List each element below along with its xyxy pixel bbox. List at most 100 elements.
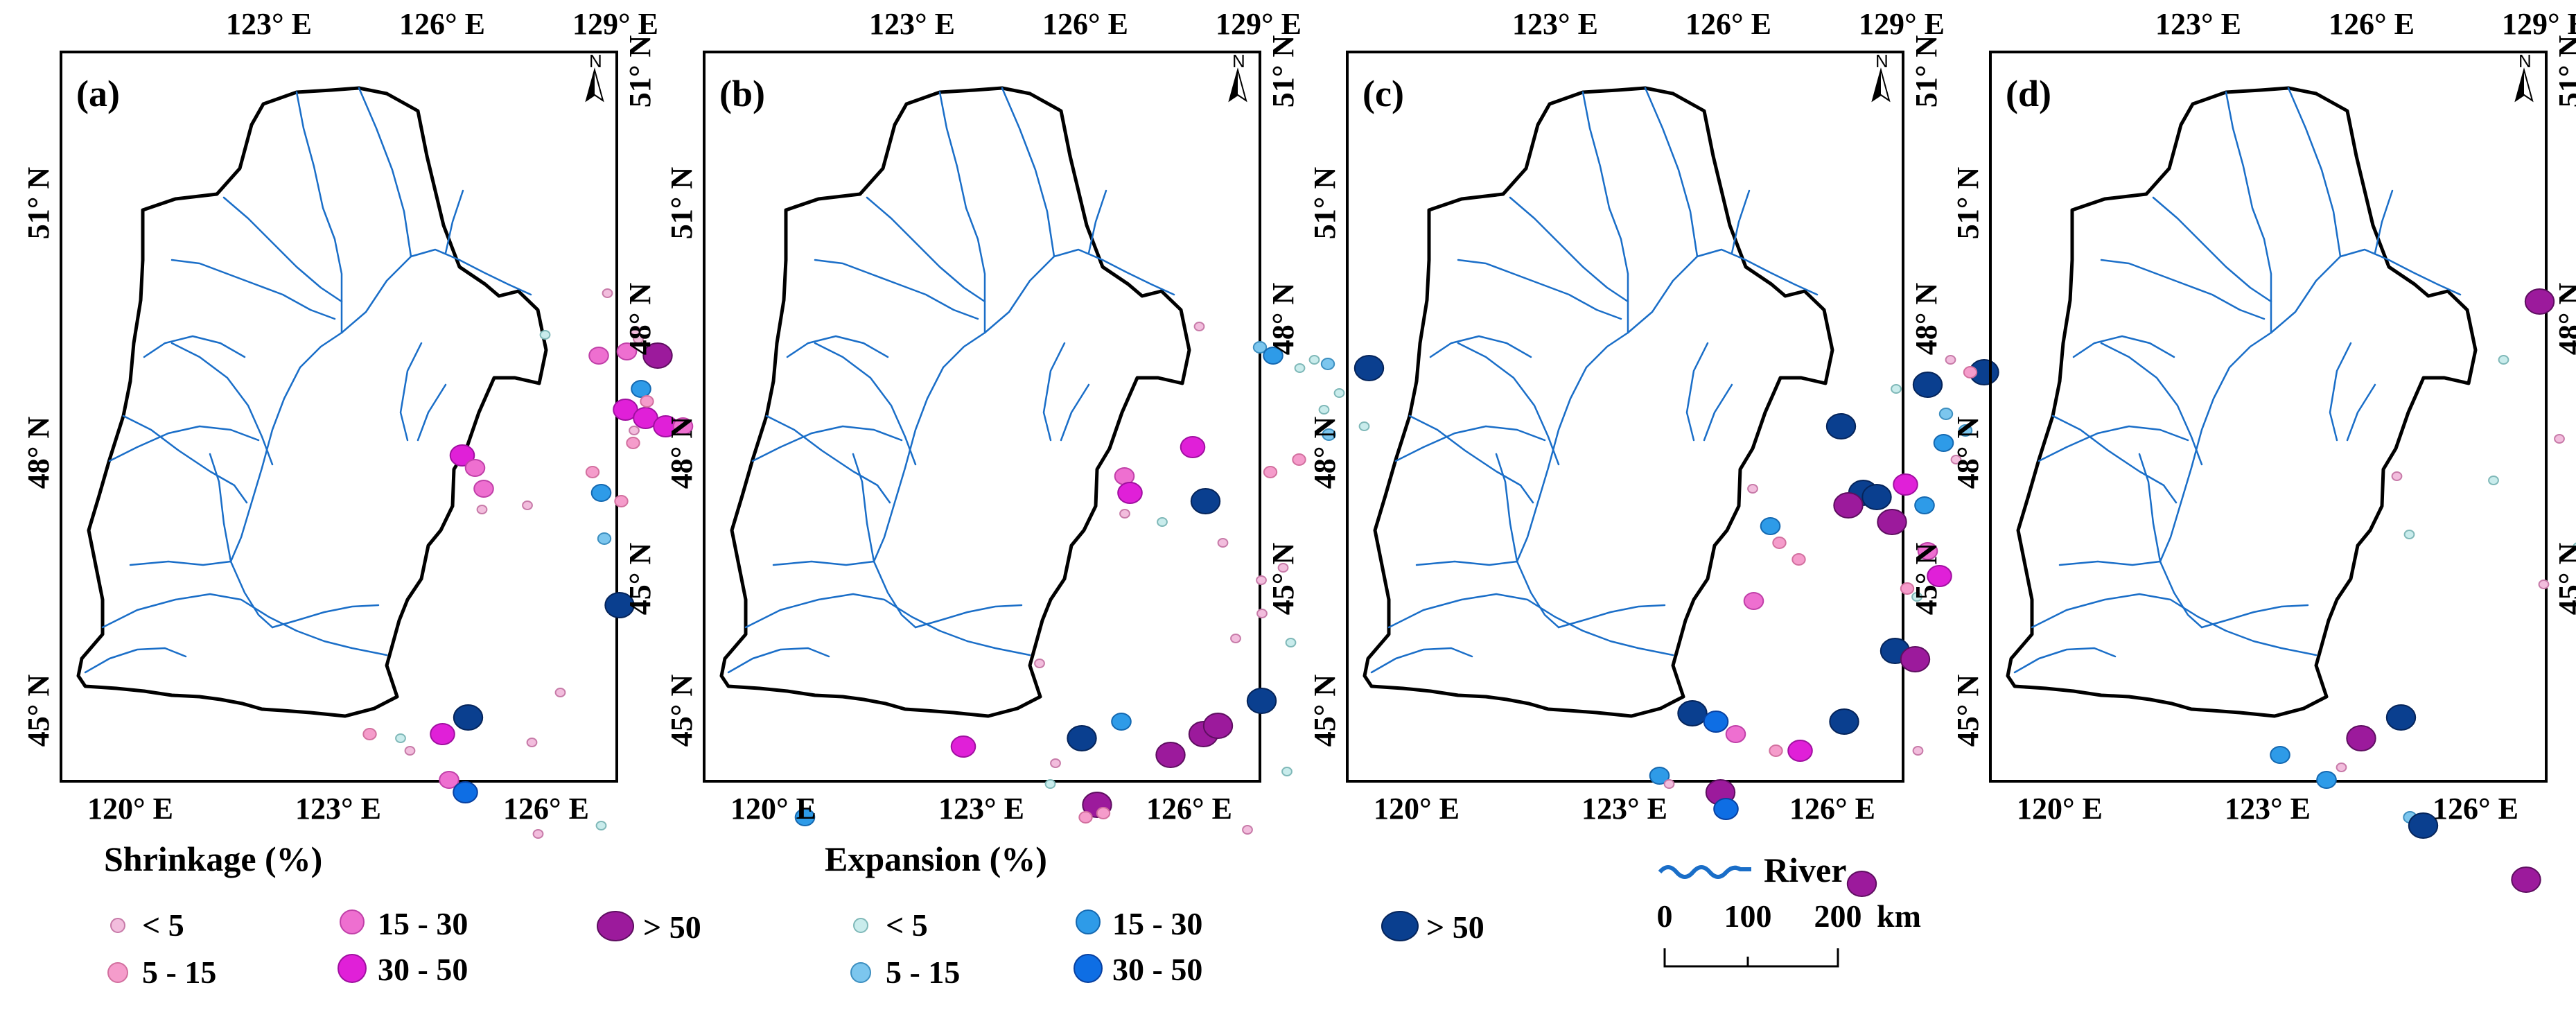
river-14 (2329, 342, 2352, 442)
right-tick-51: 51° N (1909, 35, 1943, 108)
legend-shrink-15-30-label: 15 - 30 (378, 906, 468, 941)
bottom-tick-126: 126° E (503, 792, 589, 826)
river-8 (2072, 335, 2175, 358)
legend-expand-lt5-symbol (853, 918, 868, 933)
lake-point-s1-2 (1945, 355, 1956, 365)
lake-point-s5-28 (2511, 867, 2541, 893)
lake-point-e5-17 (1190, 488, 1221, 514)
lake-point-s3-5 (616, 342, 638, 360)
river-10 (1408, 415, 1534, 504)
river-5 (866, 196, 986, 303)
river-4 (1001, 87, 1055, 258)
basin-boundary (76, 86, 548, 718)
legend-shrink-5-15-symbol (107, 962, 128, 983)
lake-point-s5-38 (1846, 871, 1877, 897)
left-tick-48: 48° N (1308, 417, 1342, 489)
river-1 (229, 560, 274, 629)
shrinkage-legend-title: Shrinkage (%) (104, 839, 322, 878)
lake-point-s2-18 (1263, 466, 1278, 478)
lake-point-e3-17 (1760, 517, 1781, 535)
legend-shrink-gt50-symbol (597, 911, 634, 941)
lake-point-s1-25 (554, 688, 566, 697)
legend-expand-gt50-symbol (1381, 911, 1419, 941)
lake-point-e2-1 (1252, 341, 1268, 354)
legend-shrink-15-30: 15 - 30 (340, 906, 468, 941)
river-13 (84, 647, 187, 674)
left-tick-45: 45° N (1951, 674, 1985, 747)
legend-expand-gt50: > 50 (1381, 909, 1484, 945)
river-18 (2138, 453, 2162, 563)
river-3 (1581, 91, 1629, 334)
top-tick-126: 126° E (1042, 7, 1128, 41)
river-15 (1060, 383, 1090, 442)
north-arrow: N (1228, 51, 1247, 103)
right-tick-48: 48° N (2552, 283, 2576, 356)
top-tick-129: 129° E (1859, 7, 1945, 41)
river-15 (2346, 383, 2376, 442)
lake-point-s1-25 (2336, 763, 2347, 772)
legend-shrink-lt5: < 5 (110, 907, 184, 943)
lake-point-s2-20 (585, 466, 600, 478)
river-16 (444, 189, 464, 254)
lake-point-s2-22 (1900, 582, 1915, 595)
lake-point-s4-15 (449, 444, 475, 467)
expansion-legend-title: Expansion (%) (825, 839, 1047, 878)
lake-point-e5-21 (2385, 704, 2417, 731)
north-arrow-half (1229, 70, 1238, 101)
river-6 (170, 259, 336, 320)
lake-point-s4-13 (1893, 473, 1918, 496)
north-arrow-half (586, 70, 595, 101)
river-5 (222, 196, 343, 303)
river-11 (1387, 593, 1674, 656)
lake-point-e1-23 (1285, 638, 1297, 647)
bottom-tick-123: 123° E (938, 792, 1024, 826)
river-13 (2013, 647, 2117, 674)
river-10 (122, 415, 248, 504)
map-panel-a: N (a) 123° E 126° E 129° E 120° E 123° E… (21, 7, 694, 839)
legend-expand-15-30-label: 15 - 30 (1112, 906, 1202, 941)
left-tick-51: 51° N (1308, 167, 1342, 240)
right-tick-51: 51° N (623, 35, 657, 108)
lake-point-s5-29 (1155, 742, 1186, 768)
lake-point-s2-19 (1791, 553, 1806, 566)
lake-point-s1-8 (1950, 455, 1962, 464)
legend-shrink-30-50: 30 - 50 (338, 952, 468, 987)
river-7 (170, 342, 274, 466)
lake-point-e3-22 (2270, 746, 2290, 764)
legend-shrink-lt5-label: < 5 (142, 907, 184, 943)
map-frame (703, 51, 1261, 783)
river-12 (129, 560, 232, 566)
lake-point-s1-19 (1217, 538, 1229, 548)
river-14 (1685, 342, 1709, 442)
north-label: N (1232, 51, 1245, 71)
lake-point-e5-9 (1825, 413, 1857, 439)
bottom-tick-120: 120° E (730, 792, 816, 826)
lake-point-s3-29 (1725, 725, 1746, 743)
lake-point-s3-4 (588, 347, 609, 365)
north-arrow: N (585, 51, 604, 103)
lake-point-s2-28 (362, 728, 377, 740)
river-11 (101, 593, 388, 656)
north-arrow: N (2514, 51, 2534, 103)
scale-bar-line (1663, 948, 1839, 968)
river-11 (2031, 593, 2317, 656)
lake-point-s1-35 (1663, 779, 1675, 789)
lake-point-e1-8 (2498, 355, 2509, 365)
bottom-tick-126: 126° E (1146, 792, 1232, 826)
right-tick-45: 45° N (2552, 543, 2576, 616)
lake-point-s1-13 (629, 426, 640, 435)
lake-point-s1-34 (532, 829, 544, 839)
lake-point-e1-40 (1281, 767, 1293, 776)
lake-point-s1-18 (476, 505, 488, 514)
lake-point-s1-33 (1912, 746, 1924, 756)
river-16 (1087, 189, 1107, 254)
lake-point-s4-21 (1927, 565, 1952, 587)
legend: Shrinkage (%) < 5 5 - 15 15 - 30 30 - 50… (104, 839, 1921, 990)
legend-expand-15-30: 15 - 30 (1076, 906, 1202, 941)
river-9 (1394, 425, 1546, 462)
lake-point-s5-6 (642, 342, 673, 369)
lake-point-s1-15 (1119, 509, 1130, 519)
lake-point-s5-12 (1833, 492, 1864, 519)
lake-point-s1-20 (1256, 575, 1267, 585)
